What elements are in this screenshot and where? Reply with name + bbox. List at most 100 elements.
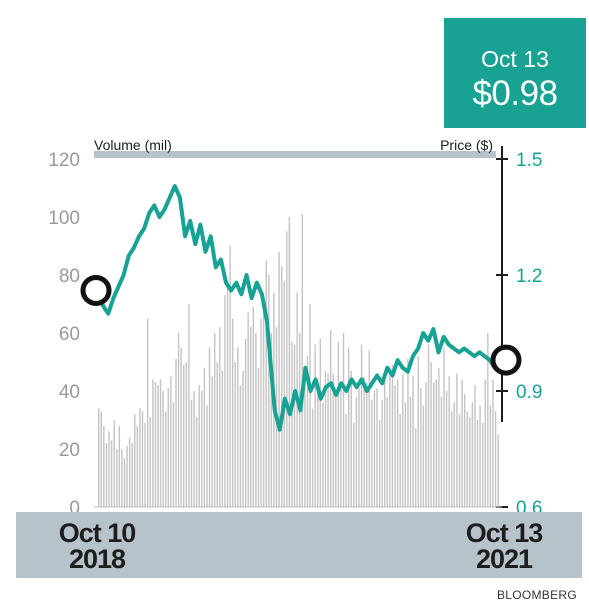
volume-bar: [332, 373, 334, 507]
volume-bar: [402, 373, 404, 507]
volume-bar: [358, 388, 360, 507]
x-start-label: Oct 10 2018: [54, 520, 140, 573]
volume-bar: [118, 425, 121, 507]
volume-bar: [469, 417, 471, 507]
volume-bar: [116, 449, 118, 507]
volume-bar: [126, 446, 128, 507]
volume-bar: [232, 318, 234, 507]
volume-bar: [283, 280, 285, 507]
volume-bar: [319, 338, 322, 507]
volume-axis-label: Volume (mil): [94, 137, 172, 153]
volume-bar: [141, 411, 144, 507]
volume-bar: [255, 333, 257, 507]
x-end-date: Oct 13: [465, 518, 544, 548]
volume-bar: [355, 396, 358, 507]
volume-bar: [177, 333, 180, 507]
volume-tick-80: 80: [59, 266, 80, 287]
volume-bar: [175, 359, 177, 507]
volume-bar: [170, 376, 172, 507]
volume-bar: [360, 344, 363, 507]
volume-bar: [262, 304, 265, 507]
volume-bar: [213, 333, 216, 507]
volume-bar: [435, 379, 437, 507]
volume-bar: [399, 414, 401, 507]
volume-bar: [309, 304, 311, 507]
volume-bar: [329, 330, 332, 507]
volume-bar: [492, 379, 494, 507]
volume-bar: [198, 385, 200, 507]
volume-bar: [185, 362, 188, 507]
volume-bar: [394, 385, 396, 507]
volume-bar: [265, 260, 267, 507]
end-price-marker: [490, 344, 522, 376]
volume-bar: [144, 422, 146, 507]
source-label: BLOOMBERG: [496, 588, 577, 602]
volume-tick-20: 20: [59, 440, 80, 461]
volume-bar: [278, 251, 280, 507]
volume-bar: [368, 350, 370, 507]
volume-bar: [105, 443, 108, 507]
volume-bar: [183, 364, 185, 507]
volume-bar: [286, 231, 288, 507]
volume-bar: [224, 295, 226, 507]
price-tick-0.9: 0.9: [516, 382, 542, 403]
volume-bar: [481, 422, 484, 507]
volume-bar: [322, 402, 324, 507]
volume-bar: [456, 373, 458, 507]
price-tick-1.5: 1.5: [516, 150, 542, 171]
volume-bar: [221, 370, 224, 507]
volume-bar: [466, 411, 468, 507]
volume-bar: [404, 402, 407, 507]
volume-bar: [314, 344, 316, 507]
price-markers: [80, 274, 522, 376]
chart-header-bar: [94, 151, 496, 158]
volume-bar: [371, 399, 373, 507]
volume-bar: [239, 385, 242, 507]
volume-bar: [417, 356, 419, 507]
volume-bar: [474, 385, 476, 507]
volume-bar: [288, 217, 291, 507]
volume-bar: [149, 417, 151, 507]
volume-bar: [136, 425, 139, 507]
volume-bar: [219, 327, 221, 507]
volume-bar: [353, 422, 355, 507]
volume-bar: [293, 344, 296, 507]
latest-price-callout: Oct 13 $0.98: [444, 18, 586, 128]
volume-bar: [188, 304, 190, 507]
volume-bar: [216, 362, 218, 507]
volume-tick-0: 0: [69, 498, 80, 519]
volume-bar: [152, 379, 154, 507]
volume-bar: [427, 344, 430, 507]
volume-bar: [211, 376, 213, 507]
volume-bar: [208, 347, 211, 507]
volume-bar: [157, 385, 159, 507]
volume-bar: [250, 327, 252, 507]
volume-tick-40: 40: [59, 382, 80, 403]
volume-bar: [479, 405, 481, 507]
callout-price: $0.98: [472, 74, 558, 113]
volume-bar: [489, 405, 492, 507]
volume-bar: [414, 428, 417, 507]
volume-bar: [347, 347, 350, 507]
volume-bar: [98, 408, 100, 507]
volume-bar: [226, 280, 229, 507]
volume-bar: [172, 402, 175, 507]
volume-bar: [304, 382, 306, 507]
volume-bar: [386, 396, 389, 507]
volume-bar: [378, 420, 381, 507]
volume-bar: [409, 396, 412, 507]
volume-bar: [201, 391, 203, 507]
volume-bar: [440, 396, 443, 507]
volume-bar: [438, 367, 440, 507]
volume-bar: [433, 382, 435, 507]
volume-bar: [420, 388, 422, 507]
volume-bar: [363, 376, 365, 507]
volume-bar: [422, 405, 425, 507]
volume-bar: [458, 414, 461, 507]
volume-bar: [260, 318, 262, 507]
volume-bar: [443, 347, 445, 507]
volume-bar: [453, 402, 456, 507]
volume-bar: [128, 437, 131, 507]
volume-bar: [476, 420, 479, 507]
volume-bar: [291, 341, 293, 507]
